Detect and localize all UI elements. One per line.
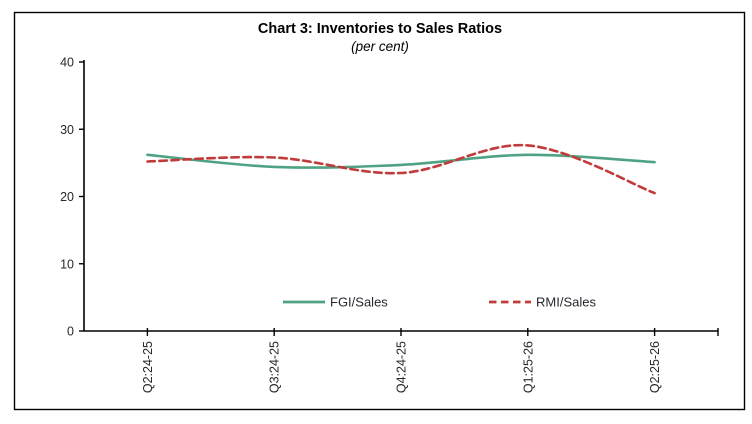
y-axis-tick-label: 30 [60,123,74,137]
chart-border [13,11,746,411]
legend: FGI/Sales RMI/Sales [283,295,596,310]
chart-title: Chart 3: Inventories to Sales Ratios [258,21,502,37]
chart-subtitle: (per cent) [351,39,409,54]
rmi-sales-line [146,143,656,195]
fgi-sales-line [146,153,656,169]
y-axis-tick-label: 10 [60,257,74,271]
x-axis-tick-label: Q4:24-25 [395,341,409,393]
x-axis-tick-label: Q2:25-26 [648,341,662,393]
x-axis-tick-label: Q3:24-25 [268,341,282,393]
y-axis-tick-label: 0 [67,325,74,339]
x-axis-tick-label: Q2:24-25 [141,341,155,393]
y-axis-tick-label: 40 [60,56,74,70]
legend-label: FGI/Sales [330,295,388,310]
legend-label: RMI/Sales [536,295,596,310]
y-axis-tick-label: 20 [60,190,74,204]
x-axis-tick-label: Q1:25-26 [521,341,535,393]
series-lines [146,143,656,195]
axes: 0 10 20 30 40 Q2:24-25 Q3:24-25 Q4:24-25 Q1:25-2… [60,56,719,393]
